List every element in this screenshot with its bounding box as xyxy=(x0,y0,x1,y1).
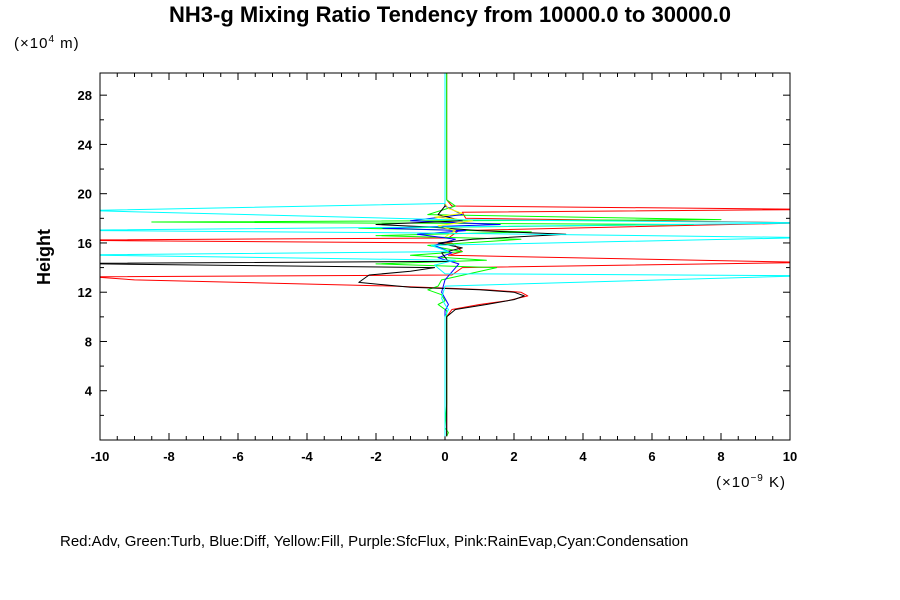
series-line-0 xyxy=(100,73,790,437)
x-tick-label: 4 xyxy=(579,449,587,464)
x-tick-label: -8 xyxy=(163,449,175,464)
y-unit-prefix: (×10 xyxy=(14,35,49,52)
y-tick-label: 20 xyxy=(78,187,92,202)
y-tick-label: 24 xyxy=(78,137,93,152)
y-axis-unit: (×104 m) xyxy=(14,34,80,52)
y-tick-label: 28 xyxy=(78,88,92,103)
series-layer xyxy=(100,73,790,437)
plot-frame xyxy=(99,72,791,441)
x-unit-prefix: (×10 xyxy=(716,474,751,491)
y-tick-label: 4 xyxy=(85,384,93,399)
x-tick-label: -4 xyxy=(301,449,313,464)
series-line-4 xyxy=(434,203,474,238)
x-tick-label: -2 xyxy=(370,449,382,464)
x-tick-label: 10 xyxy=(783,449,797,464)
x-tick-label: 6 xyxy=(648,449,655,464)
x-unit-suffix: K) xyxy=(763,474,787,491)
x-tick-label: 8 xyxy=(717,449,724,464)
y-tick-label: 8 xyxy=(85,334,92,349)
y-tick-label: 12 xyxy=(78,285,92,300)
y-axis-title: Height xyxy=(34,229,54,285)
y-unit-suffix: m) xyxy=(55,35,80,52)
chart-title: NH3-g Mixing Ratio Tendency from 10000.0… xyxy=(169,2,731,27)
x-tick-label: 2 xyxy=(510,449,517,464)
x-tick-label: 0 xyxy=(441,449,448,464)
x-tick-label: -10 xyxy=(91,449,110,464)
series-line-5 xyxy=(100,73,790,437)
y-unit-exponent: 4 xyxy=(48,34,56,45)
series-line-2 xyxy=(382,73,501,437)
x-unit-exponent: −9 xyxy=(750,473,764,484)
series-line-1 xyxy=(151,73,722,437)
series-line-3 xyxy=(100,73,567,437)
x-tick-label: -6 xyxy=(232,449,244,464)
legend-text: Red:Adv, Green:Turb, Blue:Diff, Yellow:F… xyxy=(60,533,689,550)
y-tick-label: 16 xyxy=(78,236,92,251)
x-axis-unit: (×10−9 K) xyxy=(716,473,786,491)
